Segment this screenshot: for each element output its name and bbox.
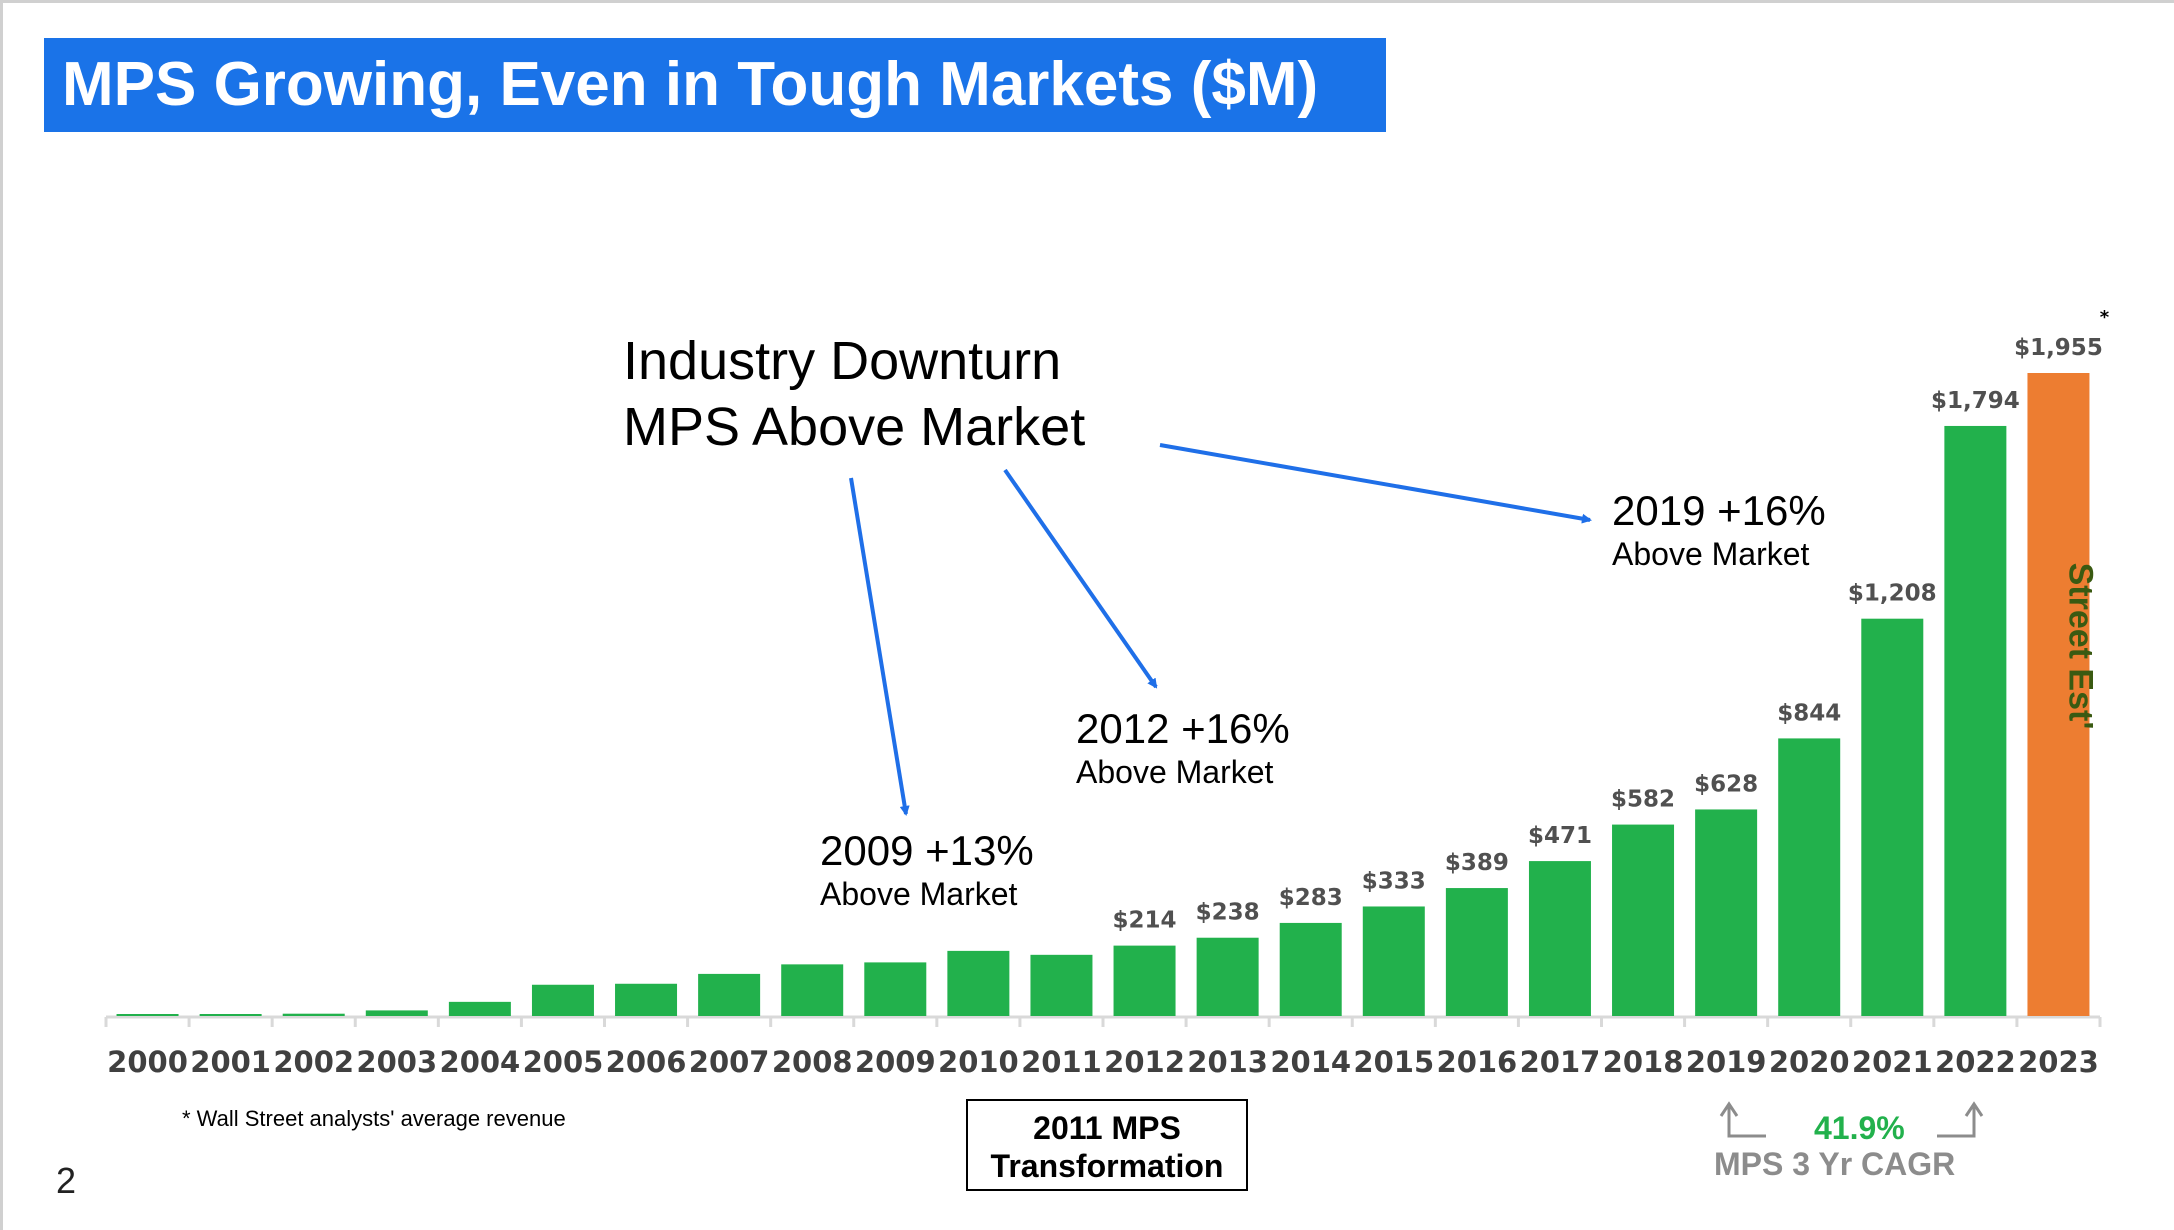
annotation-2009-sub: Above Market (820, 876, 1018, 912)
bar (1695, 809, 1758, 1016)
cagr-left-arrowhead (1719, 1101, 1739, 1117)
bar-estimate (2027, 373, 2090, 1016)
x-tick-label: 2005 (523, 1045, 604, 1079)
x-tick-label: 2013 (1187, 1045, 1268, 1079)
x-tick-label: 2017 (1520, 1045, 1601, 1079)
bar-value-label: $389 (1445, 850, 1509, 876)
transformation-box: 2011 MPS Transformation (966, 1099, 1248, 1191)
x-tick-label: 2011 (1021, 1045, 1102, 1079)
bar (1778, 738, 1841, 1016)
x-tick-label: 2018 (1603, 1045, 1684, 1079)
bar (615, 983, 678, 1016)
bar-value-label: $582 (1611, 787, 1675, 813)
x-tick-label: 2006 (606, 1045, 687, 1079)
cagr-label: MPS 3 Yr CAGR (1714, 1146, 1956, 1182)
annotation-2019: 2019 +16% Above Market (1612, 488, 1826, 574)
x-tick-label: 2009 (855, 1045, 936, 1079)
arrow-to-2019 (1159, 443, 1592, 524)
annotation-2012: 2012 +16% Above Market (1076, 706, 1290, 792)
annotation-2019-head: 2019 +16% (1612, 487, 1826, 534)
x-tick-label: 2021 (1852, 1045, 1933, 1079)
bar (864, 962, 927, 1016)
bar-value-label: $333 (1362, 868, 1426, 894)
cagr-value: 41.9% (1814, 1110, 1905, 1146)
transformation-line-1: 2011 MPS (1033, 1110, 1181, 1146)
arrow-to-2009 (849, 477, 910, 816)
annotation-2009: 2009 +13% Above Market (820, 828, 1034, 914)
industry-line-2: MPS Above Market (623, 397, 1086, 457)
bar (1279, 922, 1342, 1016)
slide-border-top (0, 0, 2174, 3)
slide-border-left (0, 0, 3, 1230)
bar (282, 1013, 345, 1016)
bar (1528, 861, 1591, 1016)
x-tick-label: 2000 (107, 1045, 188, 1079)
annotation-2012-sub: Above Market (1076, 754, 1274, 790)
x-tick-label: 2007 (689, 1045, 770, 1079)
bars-layer: 2000 2001 2002 2003 2004 2005 2006 2007 2008 2009… (104, 307, 2110, 1079)
cagr-left-bracket (1727, 1107, 1766, 1138)
bar (1612, 824, 1675, 1016)
cagr-right-arrowhead (1964, 1101, 1984, 1117)
industry-downturn-note: Industry Downturn MPS Above Market (623, 328, 1085, 460)
x-tick-label: 2022 (1935, 1045, 2016, 1079)
industry-line-1: Industry Downturn (623, 331, 1062, 391)
bar (116, 1014, 179, 1016)
x-tick-label: 2023 (2018, 1045, 2099, 1079)
bar (1113, 945, 1176, 1016)
page-number: 2 (56, 1160, 77, 1201)
bar (531, 984, 594, 1016)
annotation-2019-sub: Above Market (1612, 536, 1810, 572)
bar-value-label: $214 (1113, 908, 1177, 934)
x-tick-label: 2003 (356, 1045, 437, 1079)
x-tick-label: 2010 (938, 1045, 1019, 1079)
x-tick-label: 2014 (1270, 1045, 1351, 1079)
x-tick-label: 2012 (1104, 1045, 1185, 1079)
bar-value-label: $471 (1528, 823, 1592, 849)
bar (1362, 906, 1425, 1016)
bar-value-label: $238 (1196, 900, 1260, 926)
bar (947, 950, 1010, 1016)
x-tick-label: 2016 (1437, 1045, 1518, 1079)
bar (698, 973, 761, 1016)
bar (1861, 618, 1924, 1016)
estimate-bar-label: Street Est' (2061, 563, 2099, 730)
x-tick-label: 2015 (1353, 1045, 1434, 1079)
page-title: MPS Growing, Even in Tough Markets ($M) (44, 38, 1386, 132)
bar-value-label: $283 (1279, 885, 1343, 911)
bar (448, 1001, 511, 1016)
annotation-2009-head: 2009 +13% (820, 827, 1034, 874)
bar (1445, 888, 1508, 1016)
cagr-brackets (1719, 1101, 1984, 1138)
bar (365, 1010, 428, 1016)
x-tick-label: 2004 (440, 1045, 521, 1079)
x-tick-label: 2019 (1686, 1045, 1767, 1079)
x-tick-label: 2001 (190, 1045, 271, 1079)
x-tick-label: 2002 (273, 1045, 354, 1079)
arrow-to-2012 (1003, 468, 1158, 689)
bar-value-label: $1,208 (1848, 581, 1937, 607)
bar (199, 1014, 262, 1016)
bar-value-label: $1,955 (2014, 335, 2103, 361)
estimate-marker: * (2100, 307, 2110, 328)
x-tick-label: 2020 (1769, 1045, 1850, 1079)
cagr-right-bracket (1937, 1107, 1976, 1138)
x-tick-label: 2008 (772, 1045, 853, 1079)
annotation-2012-head: 2012 +16% (1076, 705, 1290, 752)
bar (1030, 954, 1093, 1016)
annotation-arrows (849, 443, 1592, 816)
bar-value-label: $1,794 (1931, 388, 2020, 414)
bar (1196, 937, 1259, 1016)
bar-value-label: $844 (1777, 700, 1841, 726)
transformation-line-2: Transformation (990, 1148, 1224, 1184)
bar (1944, 425, 2007, 1016)
footnote: * Wall Street analysts' average revenue (182, 1106, 566, 1131)
bar (781, 964, 844, 1016)
bar-value-label: $628 (1694, 771, 1758, 797)
